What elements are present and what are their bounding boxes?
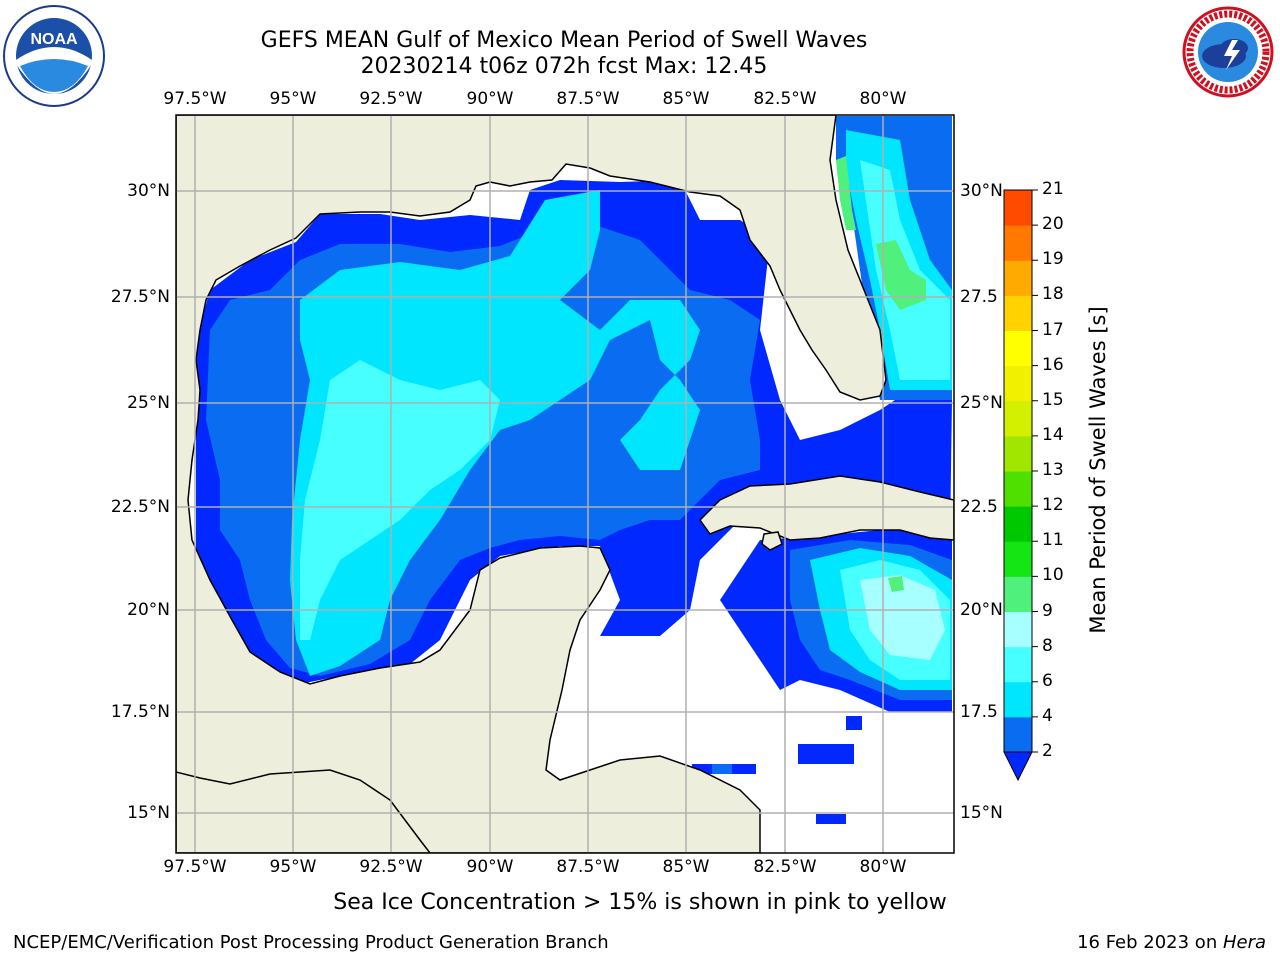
colorbar-segment <box>1004 471 1032 507</box>
colorbar-tick-label: 20 <box>1042 214 1064 235</box>
colorbar-segment <box>1004 260 1032 296</box>
swell-field <box>176 116 952 852</box>
colorbar-segment <box>1004 716 1032 753</box>
noaa-logo: NOAA <box>2 4 106 108</box>
swell-patch <box>816 814 846 824</box>
colorbar-tick-label: 9 <box>1042 600 1053 621</box>
gridlines <box>176 115 954 853</box>
lat-label-right: 17.5 <box>960 702 998 722</box>
colorbar-title: Mean Period of Swell Waves [s] <box>1086 306 1110 634</box>
swell-patch <box>846 716 862 730</box>
colorbar-segment <box>1004 365 1032 402</box>
lat-label-left: 15°N <box>127 803 170 823</box>
footer-date: 16 Feb 2023 on Hera <box>1077 932 1266 953</box>
land-isla-juventud <box>761 531 783 551</box>
colorbar-segment <box>1004 330 1032 367</box>
colorbar-tick-label: 16 <box>1042 354 1064 375</box>
colorbar-tick-label: 6 <box>1042 670 1053 691</box>
lon-label-top: 95°W <box>269 89 317 109</box>
land <box>176 115 954 853</box>
colorbar-segment <box>1004 541 1032 577</box>
swell-patch <box>798 744 854 764</box>
map-frame <box>175 114 955 854</box>
colorbar-tick-label: 21 <box>1042 179 1064 199</box>
lon-label-bottom: 82.5°W <box>753 857 817 877</box>
colorbar-tick-label: 11 <box>1042 530 1064 551</box>
colorbar-segment <box>1004 611 1032 648</box>
colorbar-tick-label: 13 <box>1042 460 1064 480</box>
colorbar-tick-label: 8 <box>1042 635 1053 656</box>
sea-ice-note: Sea Ice Concentration > 15% is shown in … <box>333 890 947 915</box>
lat-label-right: 27.5 <box>960 287 998 307</box>
lat-label-right: 15°N <box>960 803 1003 823</box>
noaa-logo-text: NOAA <box>30 31 78 48</box>
lon-label-bottom: 87.5°W <box>556 857 620 877</box>
swell-band-9-caribbean <box>860 575 945 660</box>
colorbar-segment <box>1004 576 1032 612</box>
lon-label-top: 85°W <box>662 89 710 109</box>
colorbar-tick-label: 12 <box>1042 495 1064 516</box>
colorbar-tick-label: 10 <box>1042 565 1064 586</box>
lat-label-left: 30°N <box>127 181 170 201</box>
lat-label-left: 20°N <box>127 600 170 620</box>
swell-band-8-gulf <box>300 360 500 640</box>
lon-label-top: 90°W <box>466 89 514 109</box>
colorbar-tick-label: 2 <box>1042 741 1053 761</box>
lon-label-bottom: 95°W <box>269 857 317 877</box>
lon-label-bottom: 80°W <box>859 857 907 877</box>
nws-logo <box>1176 4 1280 100</box>
colorbar-tick-label: 17 <box>1042 319 1064 340</box>
chart-subtitle: 20230214 t06z 072h fcst Max: 12.45 <box>360 54 768 79</box>
colorbar-segment <box>1004 506 1032 542</box>
colorbar-segment <box>1004 295 1032 331</box>
footer-host: Hera <box>1222 932 1266 953</box>
lat-label-left: 22.5°N <box>110 497 170 517</box>
chart-title: GEFS MEAN Gulf of Mexico Mean Period of … <box>260 28 868 53</box>
swell-band-10-caribbean <box>888 576 904 592</box>
lat-label-left: 27.5°N <box>110 287 170 307</box>
footer-date-text: 16 Feb 2023 on <box>1077 932 1223 953</box>
colorbar-segment <box>1004 225 1032 261</box>
lat-label-right: 25°N <box>960 393 1003 413</box>
swell-band-6-gulf <box>290 190 700 676</box>
lon-label-bottom: 85°W <box>662 857 710 877</box>
lon-label-top: 80°W <box>859 89 907 109</box>
footer-credit: NCEP/EMC/Verification Post Processing Pr… <box>13 932 609 953</box>
lat-label-right: 30°N <box>960 181 1003 201</box>
colorbar-tick-label: 18 <box>1042 284 1064 305</box>
land-cuba <box>699 475 954 541</box>
colorbar-tick-label: 4 <box>1042 705 1053 726</box>
colorbar-segment <box>1004 435 1032 472</box>
colorbar-extend-arrow <box>1003 751 1033 782</box>
swell-band-10-atlantic2 <box>836 156 856 230</box>
colorbar-segment <box>1004 646 1032 683</box>
swell-patch <box>712 764 732 774</box>
lon-label-bottom: 90°W <box>466 857 514 877</box>
lon-label-top: 97.5°W <box>163 89 227 109</box>
colorbar-segment <box>1004 190 1032 226</box>
lat-label-right: 20°N <box>960 600 1003 620</box>
lat-label-left: 25°N <box>127 393 170 413</box>
lon-label-top: 92.5°W <box>359 89 423 109</box>
lat-label-right: 22.5 <box>960 497 998 517</box>
lat-label-left: 17.5°N <box>110 702 170 722</box>
colorbar-tick-label: 14 <box>1042 424 1064 445</box>
lon-label-bottom: 97.5°W <box>163 857 227 877</box>
colorbar-segment <box>1004 681 1032 718</box>
colorbar-segment <box>1004 400 1032 437</box>
lon-label-top: 87.5°W <box>556 89 620 109</box>
colorbar-tick-label: 15 <box>1042 389 1064 410</box>
lon-label-bottom: 92.5°W <box>359 857 423 877</box>
swell-band-10-atlantic <box>876 240 926 310</box>
land-us <box>176 115 887 853</box>
colorbar-tick-label: 19 <box>1042 249 1064 270</box>
lon-label-top: 82.5°W <box>753 89 817 109</box>
